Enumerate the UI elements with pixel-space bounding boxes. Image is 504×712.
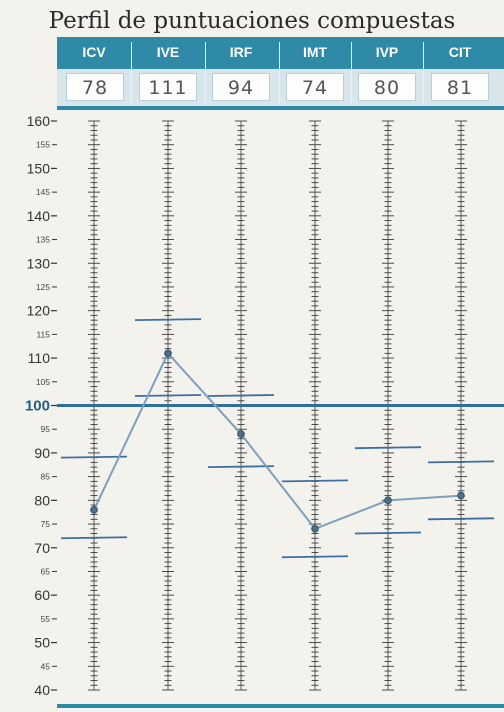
y-tick-label-major: 160 [27,113,51,129]
y-tick-label-major: 140 [27,208,51,224]
index-label-icv: ICV [82,44,106,60]
confidence-interval-mark [134,318,202,322]
confidence-interval-mark [354,446,422,450]
y-tick-label-major: 130 [27,255,51,271]
confidence-interval-mark [427,460,495,464]
score-point [384,496,392,505]
column-separator [131,42,132,106]
header-top-rule [57,37,504,42]
profile-line [93,351,462,530]
confidence-interval-mark [207,465,275,469]
score-box-irf[interactable]: 94 [212,73,270,101]
y-tick-label-minor: 95 [41,424,51,434]
score-point [164,349,172,358]
y-tick-label-minor: 85 [41,472,51,482]
confidence-interval-mark [281,555,349,559]
y-tick-label-minor: 55 [41,614,51,624]
y-tick-label-minor: 105 [36,377,50,387]
index-label-irf: IRF [229,44,253,60]
column-separator [279,42,280,106]
y-tick-label-major: 80 [34,492,50,508]
y-tick-label-major: 70 [34,540,50,556]
score-point [90,506,98,514]
confidence-interval-mark [60,536,128,540]
score-box-cit[interactable]: 81 [431,73,489,101]
index-label-imt: IMT [302,44,328,60]
index-label-ive: IVE [156,44,180,60]
chart-title: Perfil de puntuaciones compuestas [48,8,456,34]
confidence-interval-mark [134,394,202,397]
chart-bottom-rule [57,704,504,708]
y-tick-label-major: 150 [27,160,51,176]
y-tick-label-major: 90 [34,445,50,461]
confidence-interval-mark [207,394,275,397]
confidence-interval-mark [354,531,422,535]
score-box-imt[interactable]: 74 [286,73,344,101]
score-point [237,430,245,438]
y-tick-label-minor: 75 [41,519,51,529]
score-point [311,524,319,533]
y-tick-label-minor: 115 [36,329,50,339]
score-box-icv[interactable]: 78 [66,73,124,101]
y-tick-label-major: 50 [34,635,50,651]
confidence-interval-mark [281,479,349,483]
index-label-ivp: IVP [375,44,399,60]
score-box-ivp[interactable]: 80 [358,73,416,101]
y-tick-label-minor: 145 [36,187,50,197]
y-tick-label-major: 110 [28,350,51,366]
column-separator [205,42,206,106]
y-tick-label-major: 120 [27,303,51,319]
index-label-cit: CIT [448,44,472,60]
y-tick-label-minor: 65 [41,566,51,576]
score-box-ive[interactable]: 111 [139,73,197,101]
score-point [457,491,465,500]
column-separator [423,42,424,106]
header-bottom-rule [57,106,504,110]
column-separator [351,42,352,106]
confidence-interval-mark [60,455,128,459]
y-tick-label-minor: 155 [36,140,50,150]
y-tick-label-major: 40 [34,682,50,698]
y-tick-label-minor: 125 [36,282,50,292]
y-tick-label-major: 100 [25,398,50,415]
y-tick-label-major: 60 [34,587,50,603]
y-tick-label-minor: 45 [41,661,51,671]
y-tick-label-minor: 135 [36,235,50,245]
confidence-interval-mark [427,517,495,521]
